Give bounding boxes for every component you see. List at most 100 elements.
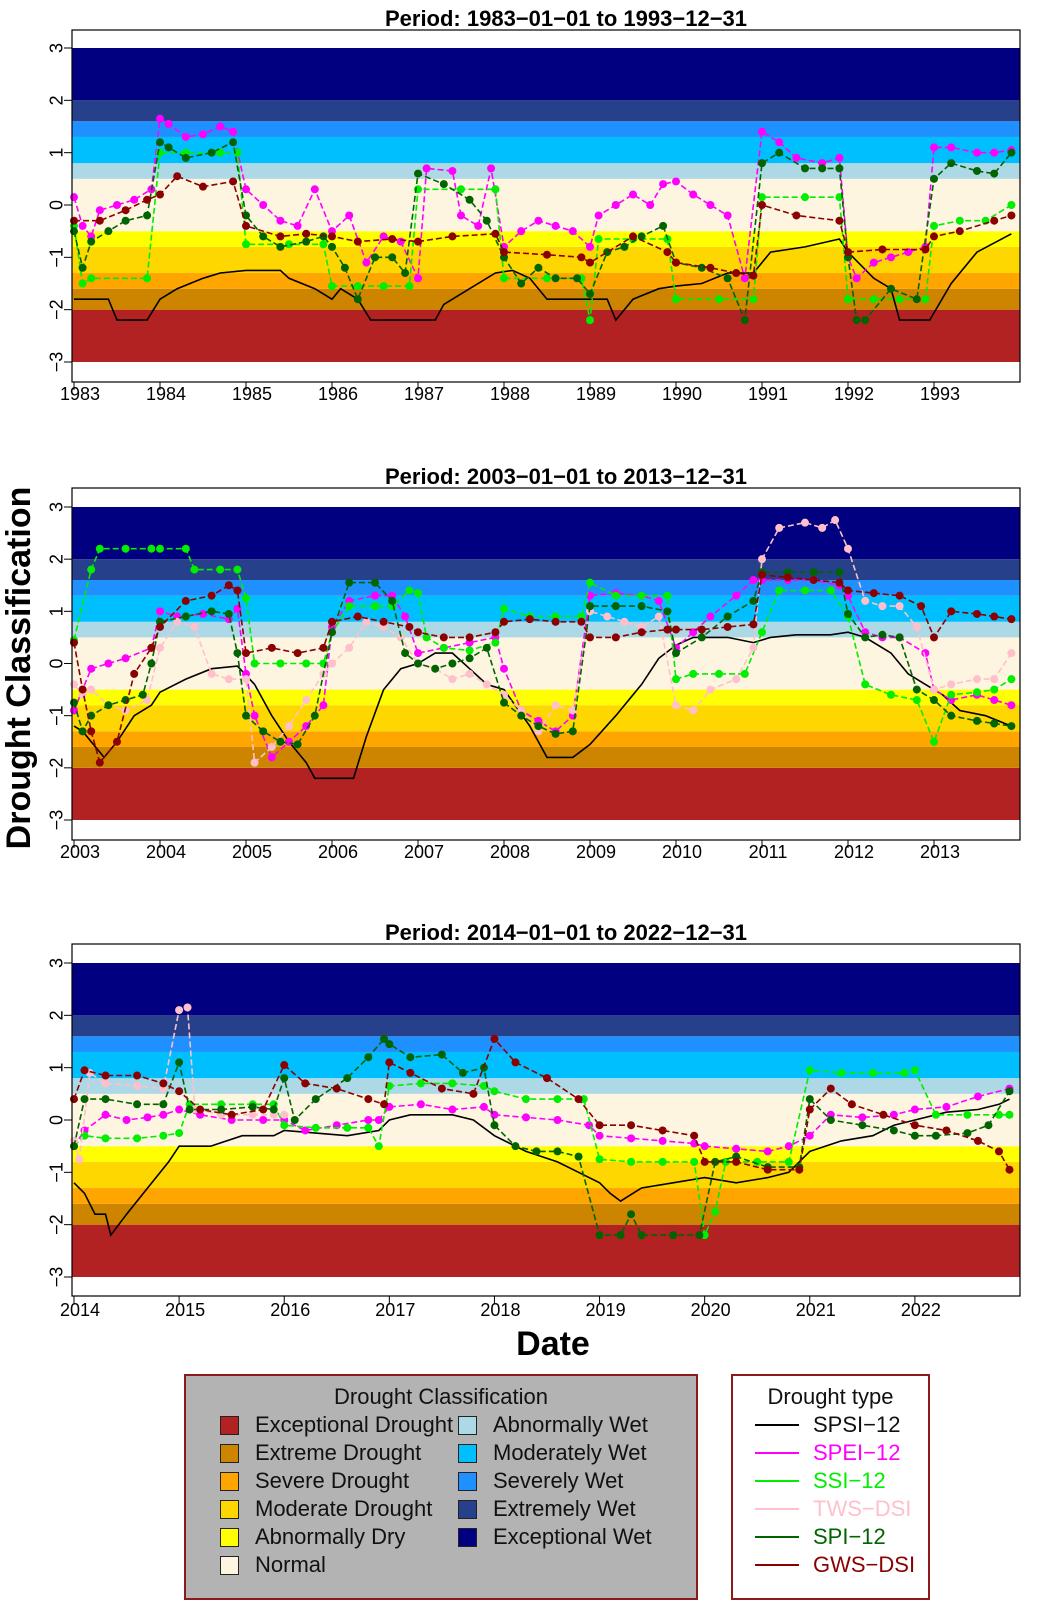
data-point-gws-dsi — [835, 216, 844, 225]
x-tick-label: 1990 — [662, 384, 702, 404]
x-tick-label: 2015 — [165, 1300, 205, 1320]
data-point-spi-12 — [818, 164, 827, 173]
data-point-spei-12 — [448, 166, 457, 175]
data-point-gws-dsi — [78, 685, 87, 694]
data-point-spi-12 — [1005, 1087, 1014, 1096]
x-tick-label: 2017 — [375, 1300, 415, 1320]
data-point-spi-12 — [156, 138, 164, 147]
data-point-ssi-12 — [95, 544, 104, 553]
data-point-gws-dsi — [70, 216, 78, 225]
data-point-spi-12 — [878, 630, 887, 639]
band-abnormally-wet — [72, 163, 1020, 179]
band-abnormally-dry — [72, 689, 1020, 706]
data-point-spi-12 — [353, 295, 362, 304]
band-extremely-wet — [72, 559, 1020, 581]
data-point-ssi-12 — [491, 185, 500, 194]
classification-legend-title: Drought Classification — [334, 1384, 548, 1409]
data-point-gws-dsi — [990, 216, 999, 225]
data-point-spei-12 — [723, 211, 732, 220]
data-point-spei-12 — [181, 132, 190, 141]
data-point-spi-12 — [78, 263, 87, 272]
data-point-ssi-12 — [627, 1157, 636, 1166]
data-point-gws-dsi — [543, 1074, 551, 1083]
data-point-ssi-12 — [690, 1157, 699, 1166]
data-point-ssi-12 — [740, 669, 749, 678]
data-point-gws-dsi — [259, 1105, 268, 1114]
data-point-ssi-12 — [343, 1123, 352, 1132]
data-point-gws-dsi — [869, 589, 878, 598]
data-point-gws-dsi — [388, 235, 397, 244]
data-point-spi-12 — [990, 719, 999, 728]
data-point-ssi-12 — [637, 591, 646, 600]
data-point-ssi-12 — [156, 544, 164, 553]
y-tick-label: 3 — [46, 502, 66, 512]
data-point-tws-dsi — [345, 643, 354, 652]
data-point-ssi-12 — [826, 586, 835, 595]
data-point-spi-12 — [448, 659, 457, 668]
data-point-ssi-12 — [147, 544, 156, 553]
data-point-spi-12 — [603, 248, 612, 257]
data-point-spi-12 — [500, 698, 508, 707]
y-tick-label: 2 — [46, 95, 66, 105]
data-point-spei-12 — [706, 612, 715, 621]
classification-legend: Drought Classification Exceptional Droug… — [184, 1374, 698, 1600]
data-point-spei-12 — [700, 1142, 709, 1151]
data-point-gws-dsi — [732, 1157, 741, 1166]
data-point-ssi-12 — [190, 565, 199, 574]
legend-swatch — [458, 1499, 477, 1519]
data-point-spi-12 — [711, 1157, 720, 1166]
data-point-ssi-12 — [353, 282, 362, 291]
data-point-spei-12 — [586, 242, 594, 251]
data-point-spi-12 — [511, 1142, 520, 1151]
data-point-gws-dsi — [159, 1079, 168, 1088]
data-point-gws-dsi — [332, 1084, 341, 1093]
data-point-spi-12 — [259, 232, 268, 241]
data-point-spi-12 — [104, 701, 113, 710]
y-axis-title: Drought Classification — [0, 487, 38, 850]
x-tick-label: 1984 — [146, 384, 186, 404]
data-point-gws-dsi — [844, 586, 852, 595]
data-point-spi-12 — [553, 1147, 562, 1156]
data-point-spi-12 — [1007, 148, 1016, 157]
data-point-ssi-12 — [930, 737, 938, 746]
band-exceptional-drought — [72, 1224, 1020, 1277]
data-point-tws-dsi — [482, 680, 491, 689]
data-point-gws-dsi — [672, 625, 680, 634]
data-point-ssi-12 — [753, 1157, 762, 1166]
data-point-spei-12 — [113, 201, 121, 209]
data-point-tws-dsi — [603, 612, 612, 621]
drought-type-legend-item: SPI−12 — [755, 1524, 886, 1550]
legend-line-sample — [755, 1508, 799, 1510]
legend-label: Extremely Wet — [493, 1496, 636, 1521]
data-point-spi-12 — [672, 649, 680, 658]
x-tick-label: 1983 — [60, 384, 100, 404]
drought-type-legend: Drought type SPSI−12 SPEI−12 SSI−12 TWS−DSI… — [731, 1374, 930, 1600]
data-point-ssi-12 — [414, 589, 422, 598]
data-point-spi-12 — [947, 711, 956, 720]
data-point-spei-12 — [364, 1116, 373, 1124]
data-point-tws-dsi — [706, 685, 715, 694]
data-point-spi-12 — [280, 1074, 289, 1083]
data-point-spi-12 — [248, 1102, 257, 1111]
data-point-gws-dsi — [276, 232, 285, 241]
data-point-ssi-12 — [715, 669, 723, 678]
drought-type-legend-title: Drought type — [767, 1384, 894, 1409]
data-point-spei-12 — [104, 659, 113, 668]
data-point-ssi-12 — [963, 1110, 972, 1119]
data-point-spi-12 — [1007, 722, 1016, 731]
data-point-spei-12 — [869, 258, 878, 267]
panel-2014-2022: Period: 2014−01−01 to 2022−12−31 −3 −2 −1 0 1… — [46, 920, 1021, 1320]
data-point-spei-12 — [130, 195, 139, 204]
data-point-tws-dsi — [654, 612, 663, 621]
data-point-ssi-12 — [479, 1081, 488, 1090]
data-point-spi-12 — [104, 227, 113, 236]
data-point-spei-12 — [942, 1102, 951, 1111]
data-point-tws-dsi — [861, 596, 870, 605]
data-point-tws-dsi — [173, 617, 182, 626]
legend-label: SPSI−12 — [813, 1412, 901, 1437]
legend-label: GWS−DSI — [813, 1552, 916, 1577]
data-point-tws-dsi — [75, 1155, 84, 1164]
data-point-gws-dsi — [414, 237, 422, 246]
data-point-gws-dsi — [469, 1089, 478, 1098]
data-point-tws-dsi — [689, 706, 698, 715]
